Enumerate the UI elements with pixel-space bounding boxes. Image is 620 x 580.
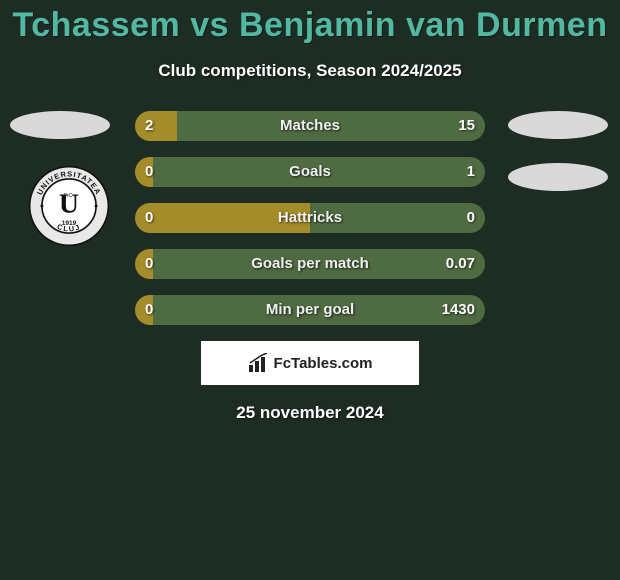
bar-chart-icon: [248, 353, 270, 373]
stat-row: 215Matches: [135, 111, 485, 141]
svg-text:F.C.: F.C.: [64, 193, 75, 199]
stat-row: 00.07Goals per match: [135, 249, 485, 279]
date-label: 25 november 2024: [0, 403, 620, 423]
stat-label: Goals: [135, 157, 485, 187]
stat-label: Goals per match: [135, 249, 485, 279]
stat-bars: 215Matches 01Goals 00Hattricks 00.07Goals p…: [135, 111, 485, 325]
stat-label: Matches: [135, 111, 485, 141]
stat-label: Hattricks: [135, 203, 485, 233]
comparison-panel: UNIVERSITATEA CLUJ U 1919 F.C. 215Matche…: [0, 111, 620, 423]
subtitle: Club competitions, Season 2024/2025: [0, 61, 620, 81]
brand-box: FcTables.com: [201, 341, 419, 385]
stat-row: 00Hattricks: [135, 203, 485, 233]
club-right-placeholder-icon: [508, 163, 608, 191]
stat-label: Min per goal: [135, 295, 485, 325]
stat-row: 01430Min per goal: [135, 295, 485, 325]
brand-name: FcTables.com: [274, 355, 373, 372]
page-title: Tchassem vs Benjamin van Durmen: [0, 0, 620, 45]
club-left-badge-icon: UNIVERSITATEA CLUJ U 1919 F.C.: [28, 165, 110, 247]
stat-row: 01Goals: [135, 157, 485, 187]
player-right-placeholder-icon: [508, 111, 608, 139]
player-left-placeholder-icon: [10, 111, 110, 139]
badge-year: 1919: [62, 220, 77, 227]
